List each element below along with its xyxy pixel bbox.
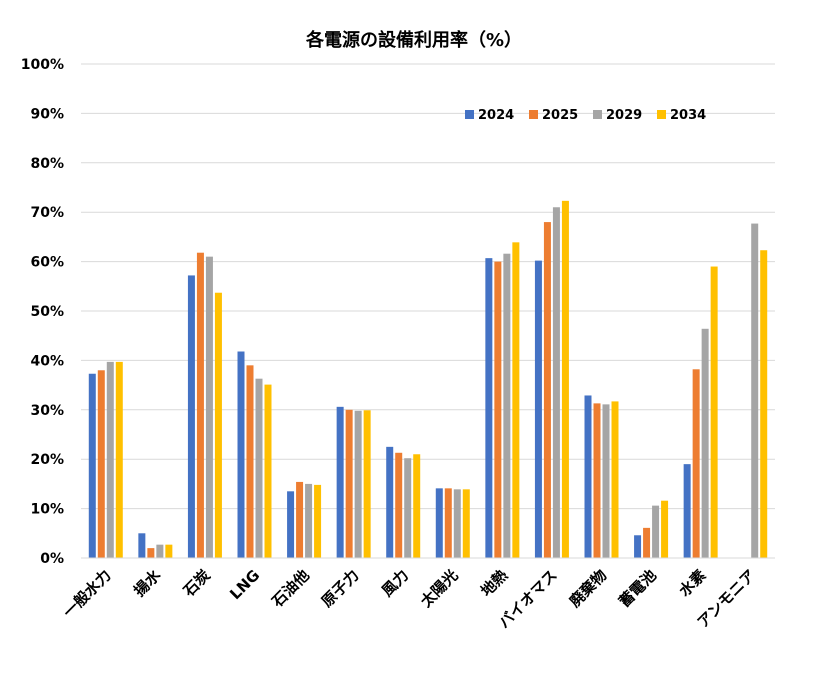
y-tick-label: 20% — [30, 452, 64, 468]
bar-2024-11 — [634, 535, 642, 558]
bar-2024-1 — [138, 533, 146, 558]
y-tick-label: 90% — [30, 106, 64, 122]
legend: 2024 2025 2029 2034 — [465, 108, 706, 123]
legend-label: 2025 — [542, 108, 578, 123]
bar-2025-2 — [196, 252, 204, 558]
bar-2034-1 — [165, 544, 173, 558]
bar-2025-0 — [97, 370, 105, 558]
bar-2029-11 — [652, 505, 660, 558]
x-tick-label: 揚水 — [130, 565, 165, 600]
legend-swatch-2025 — [529, 110, 538, 119]
y-tick-label: 50% — [30, 304, 64, 320]
bar-2029-1 — [156, 544, 164, 558]
y-tick-label: 40% — [30, 353, 64, 369]
bar-2025-12 — [692, 369, 700, 558]
bar-2034-13 — [760, 250, 768, 558]
bar-2025-7 — [444, 488, 452, 558]
bar-2024-6 — [386, 446, 394, 558]
bar-2029-7 — [453, 489, 461, 558]
bar-2024-5 — [336, 406, 344, 558]
x-tick-label: 廃棄物 — [566, 566, 611, 611]
bar-2024-0 — [88, 373, 96, 558]
bar-2029-4 — [305, 483, 313, 558]
x-tick-label: 一般水力 — [59, 566, 114, 621]
gridlines — [81, 63, 775, 559]
bar-2029-6 — [404, 458, 412, 558]
legend-label: 2034 — [670, 108, 706, 123]
bar-2025-3 — [246, 365, 254, 558]
bar-2029-2 — [205, 256, 213, 558]
legend-label: 2029 — [606, 108, 642, 123]
bar-2024-2 — [187, 275, 195, 558]
legend-swatch-2029 — [593, 110, 602, 119]
bar-2034-7 — [462, 489, 470, 558]
bar-2029-10 — [602, 404, 610, 558]
bar-2024-8 — [485, 258, 493, 558]
bar-2024-7 — [435, 488, 443, 558]
bar-2034-12 — [710, 266, 718, 558]
bars — [88, 200, 768, 559]
bar-2034-8 — [512, 242, 520, 559]
bar-2034-2 — [214, 292, 222, 558]
bar-2034-10 — [611, 401, 619, 558]
y-tick-label: 60% — [30, 255, 64, 271]
bar-2024-4 — [287, 491, 295, 558]
bar-2025-6 — [395, 452, 403, 558]
legend-swatch-2024 — [465, 110, 474, 119]
x-tick-label: LNG — [226, 566, 263, 603]
bar-2029-9 — [552, 207, 560, 558]
bar-2029-0 — [106, 361, 114, 558]
y-tick-label: 30% — [30, 403, 64, 419]
y-tick-label: 80% — [30, 156, 64, 172]
bar-2034-4 — [314, 484, 322, 558]
bar-2034-9 — [561, 200, 569, 558]
y-tick-label: 70% — [30, 205, 64, 221]
bar-2025-4 — [296, 481, 304, 558]
x-tick-label: 風力 — [378, 566, 412, 600]
bar-2025-11 — [643, 527, 651, 558]
bar-2034-6 — [413, 454, 421, 558]
y-tick-label: 10% — [30, 502, 64, 518]
bar-2025-5 — [345, 409, 353, 558]
bar-2034-11 — [661, 500, 669, 558]
y-tick-label: 100% — [21, 57, 64, 73]
y-axis: 0% 10% 20% 30% 40% 50% 60% 70% 80% 90% 100% — [21, 57, 64, 567]
x-tick-label: 石油他 — [268, 566, 313, 611]
bar-2034-0 — [115, 361, 123, 558]
x-tick-label: 太陽光 — [417, 566, 462, 611]
x-tick-label: 原子力 — [318, 566, 363, 611]
bar-2024-3 — [237, 351, 245, 558]
x-tick-label: 石炭 — [179, 566, 214, 601]
x-tick-label: 水素 — [676, 566, 710, 600]
bar-2024-10 — [584, 395, 592, 558]
y-tick-label: 0% — [40, 551, 64, 567]
bar-2025-9 — [543, 222, 551, 558]
x-tick-label: 地熱 — [477, 566, 511, 600]
legend-swatch-2034 — [657, 110, 666, 119]
bar-2024-9 — [534, 260, 542, 558]
bar-2034-5 — [363, 410, 371, 558]
legend-label: 2024 — [478, 108, 514, 123]
bar-2025-1 — [147, 548, 155, 558]
bar-2029-13 — [751, 223, 759, 558]
bar-2025-10 — [593, 403, 601, 558]
bar-2029-8 — [503, 253, 511, 559]
bar-2029-12 — [701, 328, 709, 558]
bar-2029-3 — [255, 378, 263, 558]
bar-2034-3 — [264, 384, 272, 558]
bar-2025-8 — [494, 261, 502, 558]
x-tick-label: 蓄電池 — [615, 566, 660, 611]
chart-title: 各電源の設備利用率（%） — [305, 29, 522, 51]
bar-2029-5 — [354, 410, 362, 558]
bar-2024-12 — [683, 464, 691, 558]
